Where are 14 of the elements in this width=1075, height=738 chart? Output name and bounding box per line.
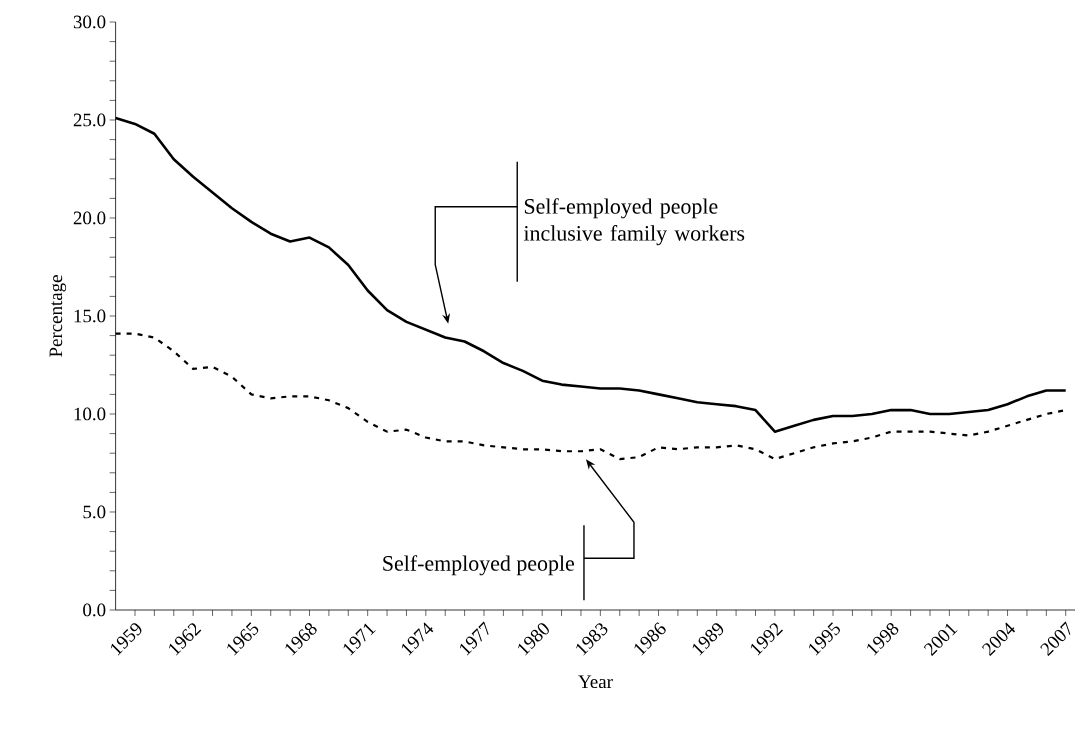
x-tick-label: 2001 [923,623,958,657]
x-tick-label: 1971 [343,623,376,656]
y-tick-label: 0.0 [83,603,106,617]
y-tick-label: 20.0 [73,211,106,225]
y-tick-label: 25.0 [73,113,106,127]
y-axis-title: Percentage [49,275,67,357]
y-tick-label: 5.0 [83,505,106,519]
x-tick-label: 1989 [692,623,724,656]
annotation: Self-employed people inclusive family workers [523,198,745,246]
y-tick-label: 30.0 [73,15,106,29]
y-tick-label: 15.0 [74,309,106,323]
annotation: Self-employed people [383,555,575,576]
x-axis-title: Year [578,675,613,689]
y-tick-label: 10.0 [74,407,106,421]
